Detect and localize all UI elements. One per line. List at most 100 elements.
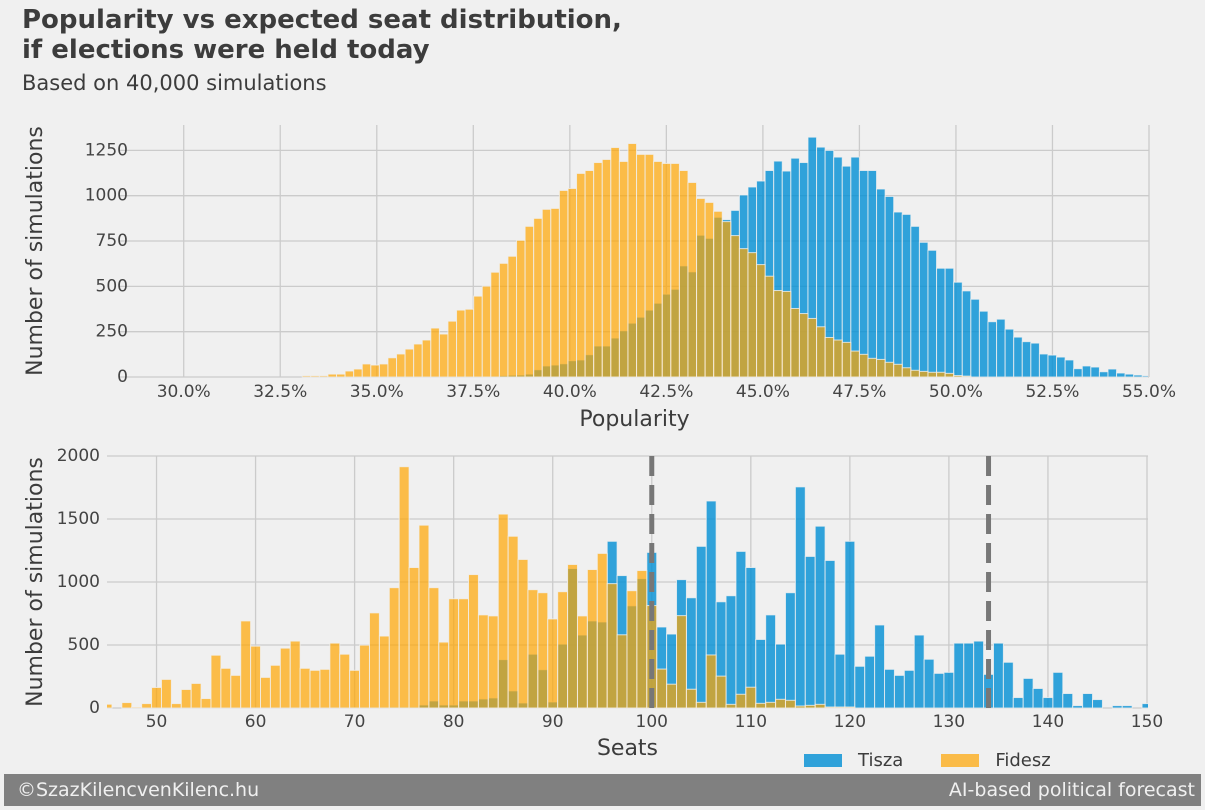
- bar-fidesz: [833, 339, 843, 378]
- bar-fidesz: [388, 587, 400, 709]
- bar-fidesz: [730, 235, 740, 378]
- x-tick-label: 120: [834, 712, 866, 732]
- footer-tagline: AI-based political forecast: [948, 779, 1195, 801]
- bar-tisza: [794, 486, 806, 709]
- bar-tisza: [1047, 354, 1058, 378]
- bar-fidesz: [336, 373, 346, 378]
- bar-tisza: [987, 321, 998, 378]
- title-line-2: if elections were held today: [22, 35, 430, 65]
- bar-tisza: [844, 540, 856, 709]
- bar-tisza: [901, 213, 912, 378]
- x-axis-title: Seats: [597, 736, 658, 761]
- bar-fidesz: [927, 371, 938, 378]
- bar-fidesz: [798, 313, 809, 378]
- bar-fidesz: [893, 363, 903, 378]
- bar-tisza: [874, 624, 886, 709]
- bar-tisza: [1141, 375, 1148, 378]
- bar-tisza: [1082, 693, 1094, 709]
- bar-fidesz: [464, 308, 475, 378]
- legend-swatch-fidesz: [941, 754, 980, 767]
- bar-fidesz: [289, 640, 301, 709]
- bar-fidesz: [790, 307, 800, 378]
- bar-fidesz: [368, 612, 380, 709]
- bar-fidesz: [794, 705, 806, 709]
- bar-fidesz: [764, 275, 775, 378]
- bar-fidesz: [773, 290, 783, 378]
- bar-fidesz: [781, 290, 792, 378]
- bar-fidesz: [361, 363, 372, 378]
- bar-fidesz: [190, 682, 202, 709]
- bar-tisza: [1021, 341, 1032, 378]
- bar-fidesz: [653, 160, 663, 378]
- bar-fidesz: [867, 357, 878, 378]
- bar-fidesz: [661, 162, 672, 378]
- bar-tisza: [1052, 671, 1064, 709]
- bar-tisza: [884, 195, 895, 378]
- bar-fidesz: [428, 587, 440, 709]
- bar-tisza: [1032, 687, 1044, 709]
- bar-tisza: [943, 671, 955, 709]
- bar-tisza: [973, 640, 985, 709]
- bar-fidesz: [349, 669, 361, 709]
- bar-fidesz: [329, 642, 341, 709]
- bar-tisza: [876, 188, 886, 378]
- x-tick-label: 150: [1131, 712, 1163, 732]
- series-fidesz: [301, 142, 972, 378]
- bar-fidesz: [378, 363, 389, 378]
- bar-fidesz: [481, 285, 492, 378]
- bar-fidesz: [666, 683, 678, 709]
- bar-fidesz: [670, 162, 680, 378]
- bar-fidesz: [170, 703, 182, 709]
- bar-fidesz: [695, 701, 707, 709]
- bar-fidesz: [468, 574, 479, 709]
- bar-fidesz: [636, 153, 646, 378]
- bar-tisza: [1092, 699, 1103, 709]
- bar-fidesz: [910, 369, 920, 378]
- x-tick-label: 32.5%: [253, 382, 307, 402]
- x-tick-label: 90: [542, 712, 564, 732]
- chart-subtitle: Based on 40,000 simulations: [22, 71, 327, 95]
- bar-fidesz: [240, 620, 252, 709]
- bar-fidesz: [430, 327, 440, 378]
- bar-tisza: [1107, 368, 1118, 378]
- bar-tisza: [884, 668, 895, 709]
- bar-tisza: [1062, 693, 1074, 709]
- bar-tisza: [893, 674, 905, 709]
- bar-tisza: [804, 555, 816, 709]
- bar-fidesz: [131, 706, 143, 709]
- bar-fidesz: [487, 615, 499, 709]
- y-tick-label: 1500: [57, 509, 100, 529]
- bar-fidesz: [490, 271, 500, 378]
- bar-fidesz: [269, 664, 281, 709]
- x-tick-label: 140: [1032, 712, 1064, 732]
- bar-fidesz: [541, 208, 552, 378]
- bar-tisza: [867, 170, 878, 378]
- bar-fidesz: [841, 341, 852, 378]
- bar-tisza: [953, 642, 965, 709]
- x-axis-title: Popularity: [579, 407, 689, 432]
- bar-fidesz: [497, 513, 509, 709]
- bar-fidesz: [576, 172, 586, 378]
- bar-fidesz: [775, 698, 786, 709]
- bar-tisza: [1002, 661, 1014, 709]
- bar-fidesz: [458, 598, 470, 709]
- bar-fidesz: [339, 653, 351, 709]
- bar-fidesz: [396, 353, 406, 378]
- x-tick-label: 40.0%: [543, 382, 597, 402]
- series-tisza: [388, 486, 1148, 709]
- bar-tisza: [913, 634, 925, 709]
- bar-fidesz: [816, 326, 826, 378]
- bar-fidesz: [705, 654, 717, 709]
- bar-fidesz: [678, 170, 689, 378]
- bar-fidesz: [735, 693, 747, 709]
- y-tick-label: 0: [89, 698, 100, 718]
- bar-fidesz: [850, 350, 860, 378]
- bar-fidesz: [516, 239, 526, 378]
- y-tick-label: 500: [68, 635, 100, 655]
- x-tick-label: 45.0%: [736, 382, 790, 402]
- bar-tisza: [918, 241, 929, 378]
- bar-tisza: [1004, 328, 1015, 378]
- bar-tisza: [961, 290, 972, 378]
- bar-fidesz: [359, 644, 370, 709]
